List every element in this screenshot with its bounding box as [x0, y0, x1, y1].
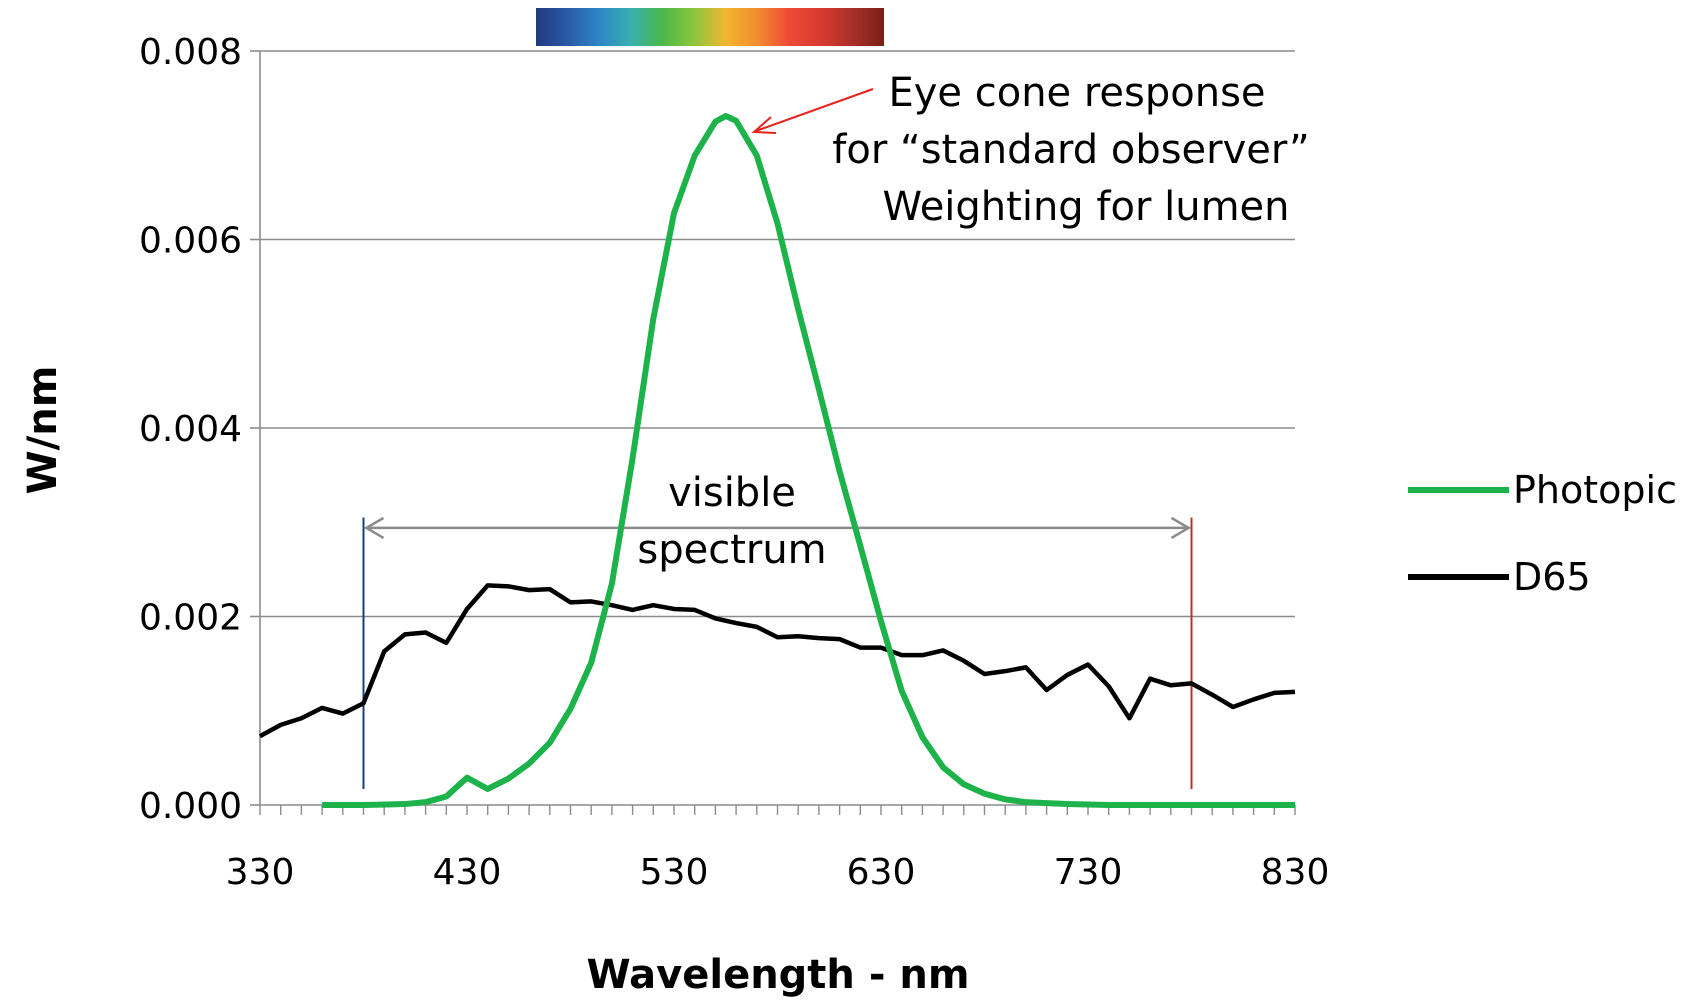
- series-line-d65: [258, 583, 1296, 739]
- legend: Photopic D65: [1408, 468, 1677, 599]
- x-tick-label: 430: [433, 852, 502, 893]
- x-axis-title: Wavelength - nm: [586, 952, 969, 998]
- gridlines: [260, 50, 1295, 618]
- visible-arrowhead-left: [364, 516, 385, 539]
- visible-range: [362, 516, 1193, 789]
- annotation-line-3: Weighting for lumen: [882, 184, 1289, 230]
- y-tick-label: 0.002: [139, 598, 242, 639]
- visible-label-2: spectrum: [637, 527, 826, 573]
- x-tick-label: 630: [847, 852, 916, 893]
- annotation-arrowhead: [751, 116, 777, 134]
- annotation-line-2: for “standard observer”: [832, 127, 1309, 173]
- y-tick-label: 0.008: [139, 32, 242, 73]
- y-tick-label: 0.000: [139, 786, 242, 827]
- series: [258, 113, 1296, 808]
- legend-label-d65: D65: [1513, 555, 1591, 599]
- y-tick-label: 0.006: [139, 221, 242, 262]
- y-tick-label: 0.004: [139, 409, 242, 450]
- visible-arrowhead-right: [1170, 516, 1191, 539]
- y-axis-title: W/nm: [20, 366, 66, 495]
- x-tick-label: 830: [1261, 852, 1330, 893]
- x-tick-label: 330: [226, 852, 295, 893]
- axes: 0.000 0.002 0.004 0.006 0.008 330 430 530 630 730…: [139, 32, 1329, 893]
- legend-label-photopic: Photopic: [1513, 468, 1677, 512]
- x-tick-label: 730: [1054, 852, 1123, 893]
- series-line-photopic: [322, 113, 1295, 808]
- visible-annotation: visible spectrum: [637, 470, 826, 573]
- x-tick-label: 530: [640, 852, 709, 893]
- visible-label-1: visible: [668, 470, 796, 516]
- annotation-arrow: [755, 88, 874, 132]
- spectrum-bar: [536, 8, 884, 46]
- cone-annotation: Eye cone response for “standard observer…: [832, 70, 1309, 230]
- annotation-line-1: Eye cone response: [888, 70, 1265, 116]
